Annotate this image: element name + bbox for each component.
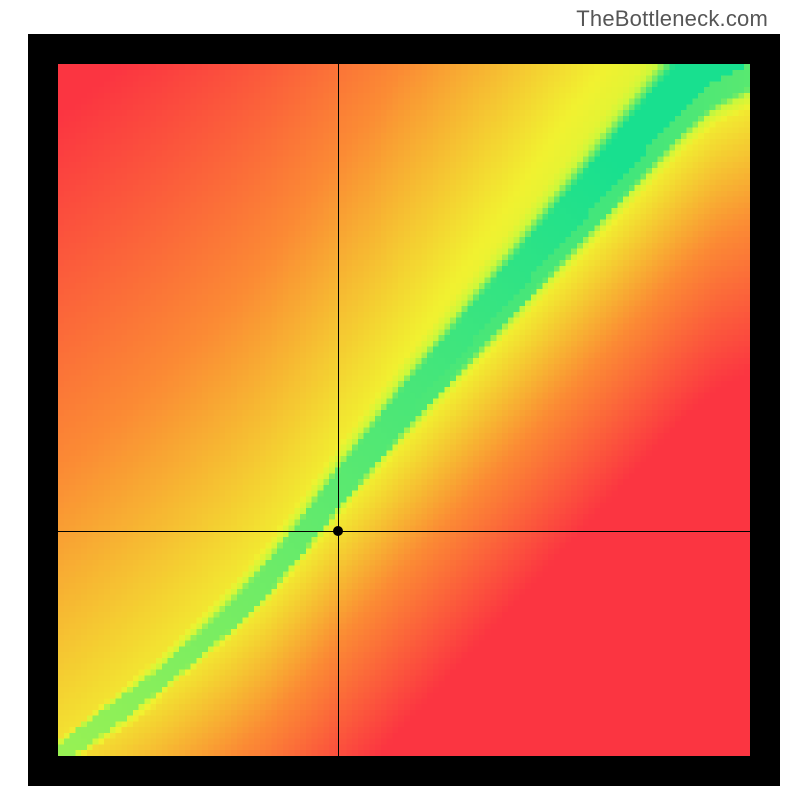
chart-container: TheBottleneck.com bbox=[0, 0, 800, 800]
crosshair-horizontal bbox=[58, 531, 750, 532]
heatmap-canvas bbox=[58, 64, 750, 756]
watermark-text: TheBottleneck.com bbox=[576, 6, 768, 32]
crosshair-vertical bbox=[338, 64, 339, 756]
